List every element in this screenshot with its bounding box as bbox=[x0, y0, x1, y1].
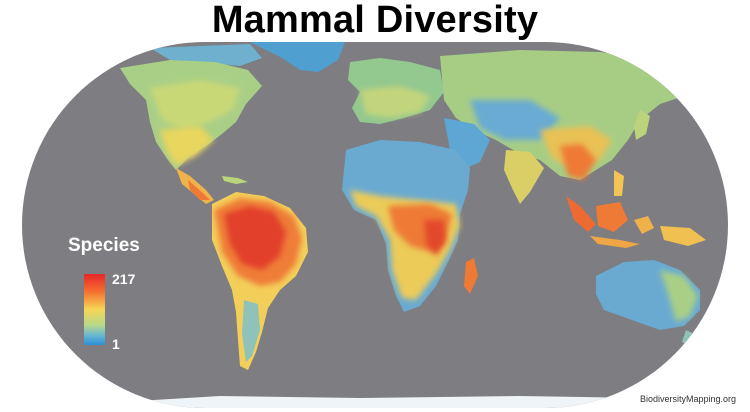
legend-max-label: 217 bbox=[112, 271, 136, 287]
north-america bbox=[120, 60, 262, 204]
caribbean-islands bbox=[222, 176, 248, 184]
map-title: Mammal Diversity bbox=[211, 0, 539, 41]
asia bbox=[440, 50, 700, 204]
source-credit: BiodiversityMapping.org bbox=[639, 394, 736, 404]
greenland bbox=[250, 42, 345, 72]
antarctica bbox=[22, 396, 728, 408]
legend-color-bar bbox=[84, 274, 105, 345]
southeast-asia-islands bbox=[566, 170, 706, 248]
south-america bbox=[212, 192, 308, 370]
legend-title: Species bbox=[68, 235, 140, 256]
europe bbox=[348, 58, 444, 124]
legend-min-label: 1 bbox=[112, 336, 120, 352]
africa bbox=[342, 140, 478, 312]
